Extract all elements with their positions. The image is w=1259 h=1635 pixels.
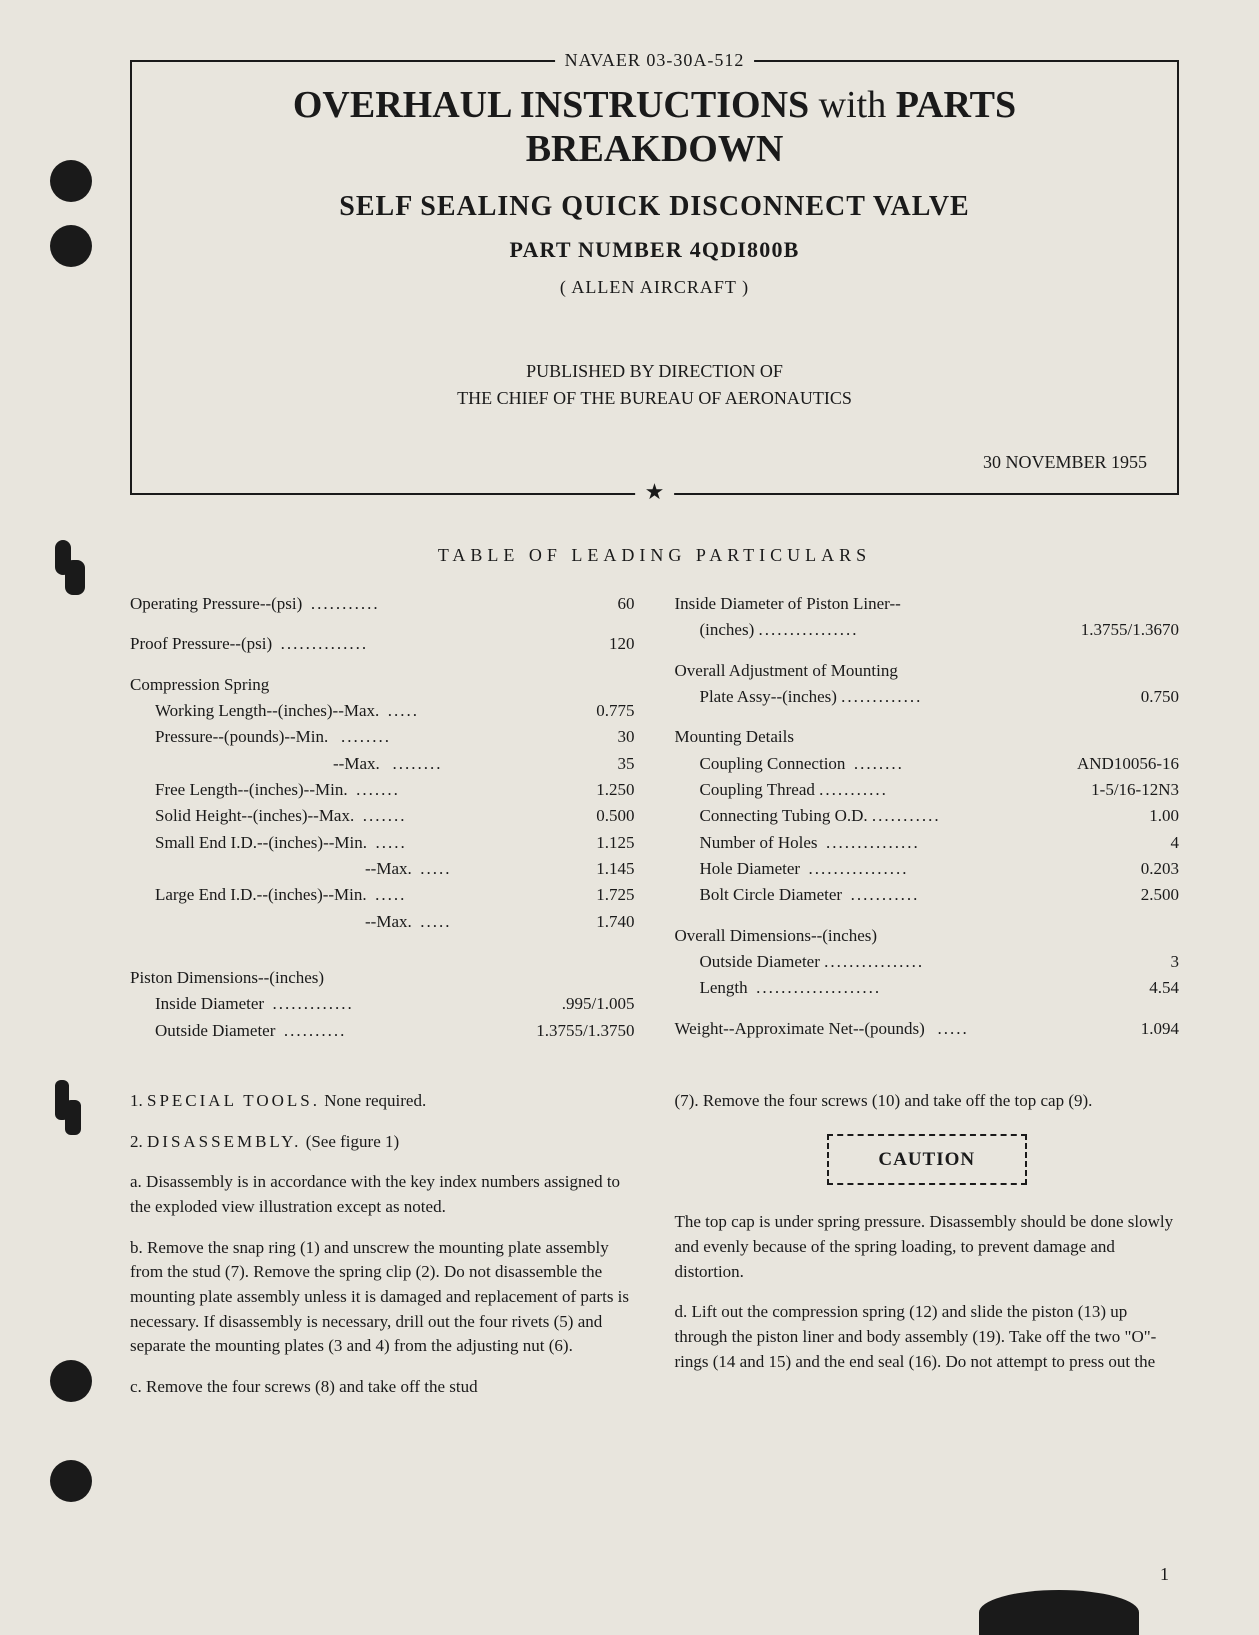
- spec-label: Pressure--(pounds)--Min.: [155, 724, 341, 750]
- published-line1: PUBLISHED BY DIRECTION OF: [526, 361, 783, 381]
- hole: [50, 1460, 92, 1502]
- spec-value: 3: [1163, 949, 1180, 975]
- spec-label: Working Length--(inches)--Max.: [155, 698, 388, 724]
- para-b: b. Remove the snap ring (1) and unscrew …: [130, 1236, 635, 1359]
- section-2: 2. DISASSEMBLY. (See figure 1): [130, 1130, 635, 1155]
- section-1: 1. SPECIAL TOOLS. None required.: [130, 1089, 635, 1114]
- spec-label: Small End I.D.--(inches)--Min.: [155, 830, 375, 856]
- right-body-column: (7). Remove the four screws (10) and tak…: [675, 1089, 1180, 1415]
- spec-label: Plate Assy--(inches): [700, 684, 842, 710]
- title-with: with: [819, 84, 887, 126]
- sec-num: 1.: [130, 1091, 147, 1110]
- sec-num: 2.: [130, 1132, 147, 1151]
- spec-value: 0.203: [1133, 856, 1179, 882]
- spec-label: --Max.: [155, 909, 420, 935]
- body-text: 1. SPECIAL TOOLS. None required. 2. DISA…: [130, 1089, 1179, 1415]
- punch-holes: [40, 0, 100, 1635]
- table-title: TABLE OF LEADING PARTICULARS: [130, 545, 1179, 566]
- spec-value: .995/1.005: [554, 991, 635, 1017]
- spec-label: Coupling Thread: [700, 777, 820, 803]
- spec-value: 35: [610, 751, 635, 777]
- spec-label: Weight--Approximate Net--(pounds): [675, 1016, 938, 1042]
- right-column: Inside Diameter of Piston Liner-- (inche…: [675, 591, 1180, 1044]
- artifact: [65, 560, 85, 595]
- section-head: Compression Spring: [130, 672, 635, 698]
- page-number: 1: [1160, 1564, 1169, 1585]
- hole: [50, 160, 92, 202]
- sec-head: DISASSEMBLY.: [147, 1132, 301, 1151]
- hole: [50, 1360, 92, 1402]
- spec-label: Proof Pressure--(psi): [130, 631, 281, 657]
- spec-value: 60: [610, 591, 635, 617]
- spec-value: 1.740: [588, 909, 634, 935]
- title-box: NAVAER 03-30A-512 OVERHAUL INSTRUCTIONS …: [130, 60, 1179, 495]
- page-smudge: [979, 1590, 1139, 1635]
- spec-value: 1.125: [588, 830, 634, 856]
- section-head: Inside Diameter of Piston Liner--: [675, 591, 1180, 617]
- para-c: c. Remove the four screws (8) and take o…: [130, 1375, 635, 1400]
- spec-value: 4: [1163, 830, 1180, 856]
- section-head: Mounting Details: [675, 724, 1180, 750]
- spec-value: 0.750: [1133, 684, 1179, 710]
- hole: [50, 225, 92, 267]
- spec-value: 1.145: [588, 856, 634, 882]
- spec-label: Hole Diameter: [700, 856, 809, 882]
- spec-label: Outside Diameter: [700, 949, 825, 975]
- spec-value: 1.3755/1.3750: [528, 1018, 634, 1044]
- sec-text: None required.: [320, 1091, 426, 1110]
- caution-text: The top cap is under spring pressure. Di…: [675, 1210, 1180, 1284]
- spec-value: 1.250: [588, 777, 634, 803]
- date: 30 NOVEMBER 1955: [162, 452, 1147, 473]
- star-icon: ★: [635, 479, 675, 505]
- title-main: OVERHAUL INSTRUCTIONS: [293, 84, 809, 126]
- spec-value: 2.500: [1133, 882, 1179, 908]
- para-c2: (7). Remove the four screws (10) and tak…: [675, 1089, 1180, 1114]
- spec-label: Connecting Tubing O.D.: [700, 803, 872, 829]
- company: ( ALLEN AIRCRAFT ): [162, 277, 1147, 298]
- left-column: Operating Pressure--(psi) ...........60 …: [130, 591, 635, 1044]
- spec-label: --Max.: [155, 751, 392, 777]
- spec-label: Bolt Circle Diameter: [700, 882, 851, 908]
- para-a: a. Disassembly is in accordance with the…: [130, 1170, 635, 1219]
- spec-value: 1.725: [588, 882, 634, 908]
- para-d: d. Lift out the compression spring (12) …: [675, 1300, 1180, 1374]
- spec-label: --Max.: [155, 856, 420, 882]
- section-head: Overall Dimensions--(inches): [675, 923, 1180, 949]
- artifact: [65, 1100, 81, 1135]
- sec-text: (See figure 1): [301, 1132, 399, 1151]
- spec-value: 0.775: [588, 698, 634, 724]
- spec-label: Length: [700, 975, 757, 1001]
- spec-label: Outside Diameter: [155, 1018, 284, 1044]
- sec-head: SPECIAL TOOLS.: [147, 1091, 320, 1110]
- spec-value: AND10056-16: [1069, 751, 1179, 777]
- spec-value: 4.54: [1141, 975, 1179, 1001]
- spec-label: Solid Height--(inches)--Max.: [155, 803, 363, 829]
- left-body-column: 1. SPECIAL TOOLS. None required. 2. DISA…: [130, 1089, 635, 1415]
- spec-label: Number of Holes: [700, 830, 827, 856]
- spec-value: 1-5/16-12N3: [1083, 777, 1179, 803]
- spec-label: Coupling Connection: [700, 751, 854, 777]
- section-head: Piston Dimensions--(inches): [130, 965, 635, 991]
- published-line2: THE CHIEF OF THE BUREAU OF AERONAUTICS: [457, 388, 852, 408]
- spec-label: Inside Diameter: [155, 991, 273, 1017]
- spec-label: (inches): [700, 617, 759, 643]
- spec-label: Large End I.D.--(inches)--Min.: [155, 882, 375, 908]
- main-title: OVERHAUL INSTRUCTIONS with PARTS BREAKDO…: [162, 83, 1147, 171]
- subtitle: SELF SEALING QUICK DISCONNECT VALVE: [162, 191, 1147, 223]
- spec-value: 1.00: [1141, 803, 1179, 829]
- published: PUBLISHED BY DIRECTION OF THE CHIEF OF T…: [162, 358, 1147, 412]
- spec-label: Free Length--(inches)--Min.: [155, 777, 356, 803]
- doc-id: NAVAER 03-30A-512: [555, 50, 755, 71]
- part-number: PART NUMBER 4QDI800B: [162, 237, 1147, 263]
- section-head: Overall Adjustment of Mounting: [675, 658, 1180, 684]
- spec-value: 1.094: [1133, 1016, 1179, 1042]
- particulars-table: Operating Pressure--(psi) ...........60 …: [130, 591, 1179, 1044]
- spec-value: 1.3755/1.3670: [1073, 617, 1179, 643]
- spec-value: 0.500: [588, 803, 634, 829]
- caution-box: CAUTION: [827, 1134, 1027, 1186]
- spec-value: 120: [601, 631, 635, 657]
- spec-label: Operating Pressure--(psi): [130, 591, 311, 617]
- spec-value: 30: [610, 724, 635, 750]
